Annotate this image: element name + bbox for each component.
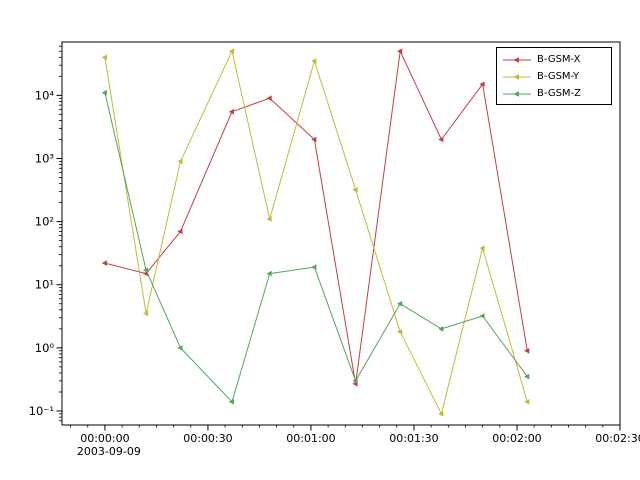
x-axis: 00:00:00 00:00:30 00:01:00 00:01:30 00:02:00… xyxy=(70,425,640,458)
data-point-marker xyxy=(479,81,485,87)
data-point-marker xyxy=(479,313,485,319)
data-point-marker xyxy=(266,270,272,277)
x-tick-label: 00:02:30 xyxy=(595,432,640,445)
data-point-marker xyxy=(438,326,444,332)
data-point-marker xyxy=(524,348,530,354)
data-point-marker xyxy=(438,411,444,417)
x-tick-label: 00:00:00 xyxy=(80,432,129,445)
x-tick-label: 00:01:00 xyxy=(286,432,335,445)
y-axis: 10⁻¹ 10⁰ 10¹ 10² 10³ 10⁴ xyxy=(29,45,62,422)
y-tick-label: 10⁴ xyxy=(35,88,55,102)
data-point-marker xyxy=(397,329,403,335)
data-point-marker xyxy=(311,136,317,143)
legend-label-b-gsm-z: B-GSM-Z xyxy=(537,87,582,99)
data-point-marker xyxy=(101,54,107,61)
y-tick-label: 10² xyxy=(35,215,54,229)
x-tick-label: 00:00:30 xyxy=(183,432,232,445)
data-point-marker xyxy=(177,228,183,235)
legend: B-GSM-X B-GSM-Y B-GSM-Z xyxy=(496,47,612,105)
data-point-marker xyxy=(101,260,107,266)
legend-key-line-icon xyxy=(503,56,531,63)
data-point-marker xyxy=(397,300,403,307)
legend-key-line-icon xyxy=(503,90,531,97)
data-point-marker xyxy=(177,345,183,351)
legend-label-b-gsm-y: B-GSM-Y xyxy=(537,70,580,82)
legend-label-b-gsm-x: B-GSM-X xyxy=(537,53,581,65)
series-markers-b-gsm-x xyxy=(101,48,530,387)
y-tick-label: 10³ xyxy=(35,151,55,165)
data-point-marker xyxy=(266,95,272,101)
data-point-marker xyxy=(479,245,485,251)
data-point-marker xyxy=(524,373,530,380)
data-point-marker xyxy=(352,378,358,384)
y-tick-label: 10¹ xyxy=(35,278,54,292)
data-point-marker xyxy=(228,399,234,405)
legend-key-line-icon xyxy=(503,73,531,80)
series-markers-b-gsm-y xyxy=(101,48,530,417)
data-point-marker xyxy=(142,310,149,317)
legend-entry-b-gsm-y: B-GSM-Y xyxy=(502,68,606,85)
data-point-marker xyxy=(266,216,272,222)
x-axis-date-label: 2003-09-09 xyxy=(77,445,141,458)
legend-entry-b-gsm-x: B-GSM-X xyxy=(502,51,606,68)
legend-entry-b-gsm-z: B-GSM-Z xyxy=(502,85,606,102)
axes-frame xyxy=(61,41,621,426)
data-point-marker xyxy=(142,267,149,273)
data-point-marker xyxy=(311,264,317,270)
series-markers-b-gsm-z xyxy=(101,89,530,405)
data-point-marker xyxy=(228,48,234,54)
data-point-marker xyxy=(311,58,317,64)
data-point-marker xyxy=(101,89,107,96)
y-tick-label: 10⁻¹ xyxy=(29,404,54,418)
x-tick-label: 00:02:00 xyxy=(492,432,541,445)
data-point-marker xyxy=(438,136,444,143)
x-tick-label: 00:01:30 xyxy=(389,432,438,445)
data-point-marker xyxy=(397,48,403,54)
series-lines xyxy=(101,48,530,417)
data-point-marker xyxy=(228,108,234,115)
y-tick-label: 10⁰ xyxy=(35,341,55,355)
data-point-marker xyxy=(524,399,530,405)
data-point-marker xyxy=(177,158,183,165)
data-point-marker xyxy=(352,186,358,193)
